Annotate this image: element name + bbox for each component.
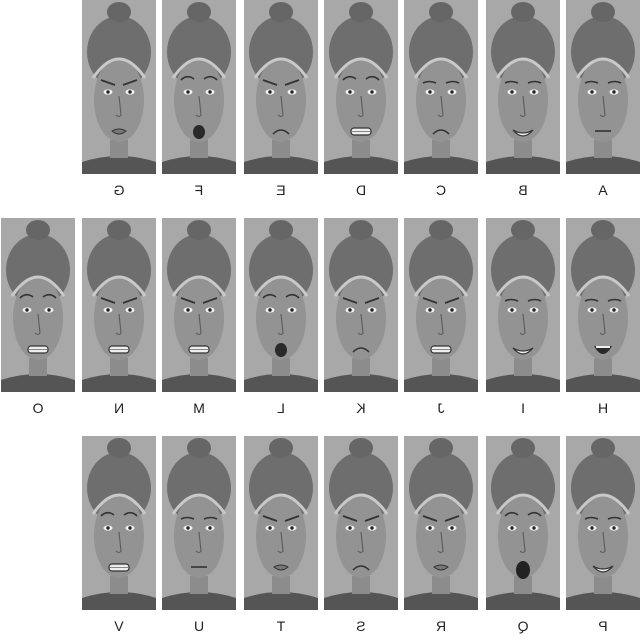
panel-label: G [113, 182, 125, 198]
panel-label: E [276, 182, 286, 198]
face-photo [162, 0, 236, 174]
face-photo [244, 218, 318, 392]
face-photo [324, 436, 398, 610]
face-photo [566, 436, 640, 610]
panel-label: Q [517, 618, 529, 634]
panel-label: H [597, 400, 609, 416]
face-photo [244, 436, 318, 610]
panel-label: K [356, 400, 366, 416]
panel-label: F [194, 182, 204, 198]
panel-label: S [356, 618, 366, 634]
face-photo [486, 0, 560, 174]
panel-label: N [113, 400, 125, 416]
face-photo [486, 436, 560, 610]
face-photo [404, 436, 478, 610]
panel-label: V [114, 618, 124, 634]
panel-label: U [193, 618, 205, 634]
panel-label: D [355, 182, 367, 198]
panel-label: M [193, 400, 205, 416]
face-photo [566, 0, 640, 174]
panel-label: L [277, 400, 285, 416]
panel-label: A [598, 182, 608, 198]
face-photo [404, 218, 478, 392]
face-photo [82, 436, 156, 610]
face-photo [82, 0, 156, 174]
panel-label: T [276, 618, 286, 634]
face-photo [244, 0, 318, 174]
face-photo [162, 218, 236, 392]
face-photo [324, 218, 398, 392]
face-photo [82, 218, 156, 392]
face-photo [1, 218, 75, 392]
panel-label: P [598, 618, 608, 634]
face-photo [162, 436, 236, 610]
face-photo [404, 0, 478, 174]
panel-label: C [435, 182, 447, 198]
panel-label: R [435, 618, 447, 634]
face-photo [486, 218, 560, 392]
panel-label: I [521, 400, 525, 416]
face-photo [324, 0, 398, 174]
face-photo [566, 218, 640, 392]
panel-label: B [518, 182, 528, 198]
panel-label: O [32, 400, 44, 416]
panel-label: J [437, 400, 445, 416]
